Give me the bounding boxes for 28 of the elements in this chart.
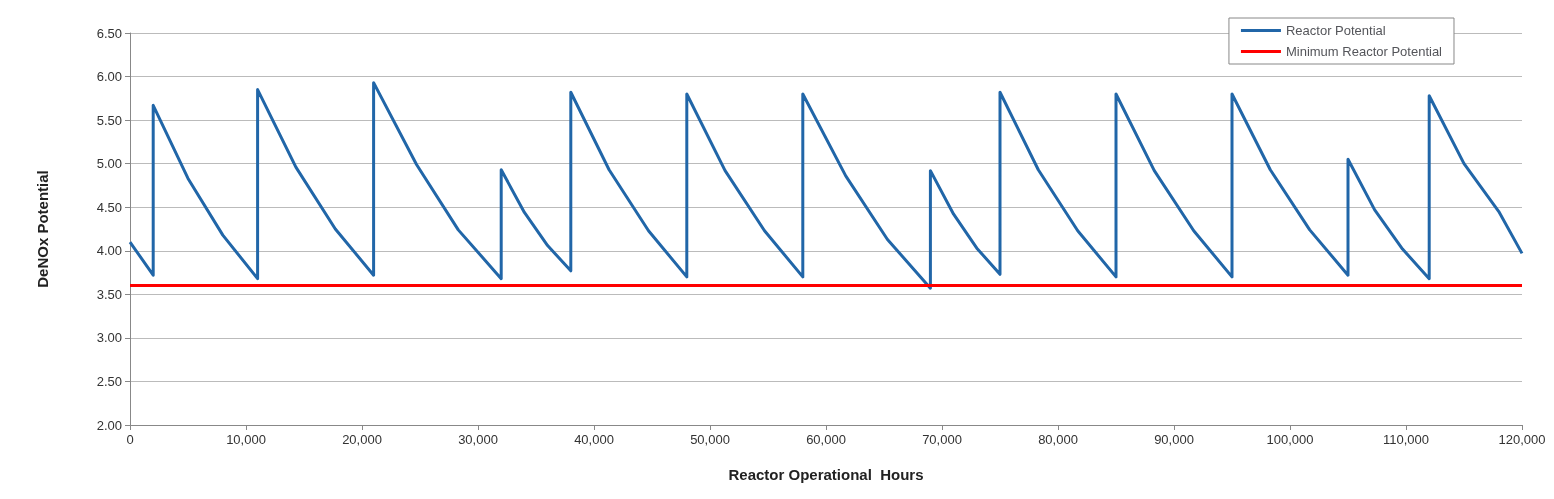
y-tick-label: 5.50: [96, 112, 122, 128]
y-tick-label: 6.50: [96, 25, 122, 41]
line-series: [128, 81, 1524, 290]
x-tick-label: 0: [126, 432, 134, 447]
x-tick-label: 90,000: [1154, 432, 1194, 447]
y-tick-label: 2.50: [96, 373, 122, 389]
y-axis-title: DeNOx Potential: [34, 170, 51, 288]
x-tick-label: 120,000: [1498, 432, 1546, 447]
x-tick-label: 100,000: [1266, 432, 1314, 447]
y-tick-label: 3.50: [96, 286, 122, 302]
y-tick-label: 3.00: [96, 330, 122, 346]
x-tick-label: 80,000: [1038, 432, 1078, 447]
x-tick-label: 50,000: [690, 432, 730, 447]
x-tick-label: 70,000: [922, 432, 962, 447]
x-tick-label: 40,000: [574, 432, 614, 447]
y-tick-label: 4.50: [96, 199, 122, 215]
x-tick-label: 110,000: [1382, 432, 1430, 447]
x-tick-label: 20,000: [342, 432, 382, 447]
y-tick-label: 5.00: [96, 156, 122, 172]
legend-label: Reactor Potential: [1285, 23, 1386, 38]
y-tick-label: 2.00: [96, 417, 122, 433]
x-tick-label: 30,000: [458, 432, 498, 447]
y-tick-label: 6.00: [96, 69, 122, 85]
x-tick-label: 10,000: [226, 432, 266, 447]
legend-label: Minimum Reactor Potential: [1285, 44, 1443, 59]
y-tick-label: 4.00: [96, 243, 122, 259]
x-tick-label: 60,000: [806, 432, 846, 447]
x-axis-title: Reactor Operational Hours: [728, 466, 924, 483]
